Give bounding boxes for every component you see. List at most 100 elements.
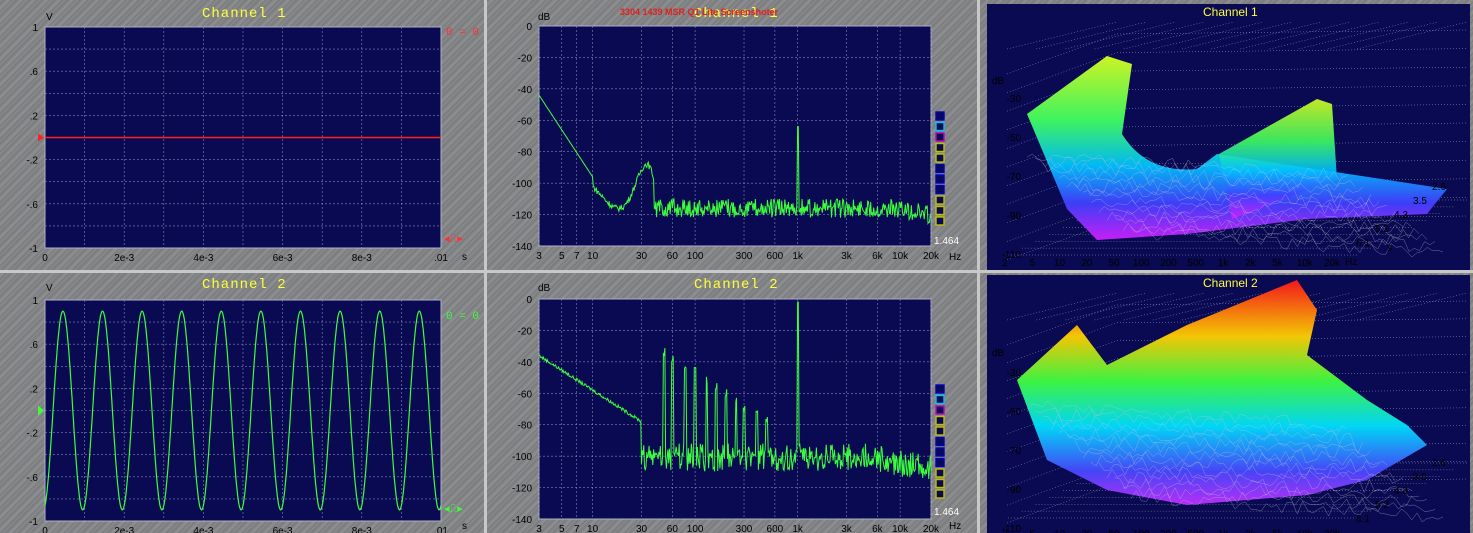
scope-plot[interactable]: 1 .6 .2 -.2 -.6 -1 0 2e-3 4e-3 6e-3 8e-3 .01 [0,0,484,270]
panel-title: Channel 1 [1203,5,1258,19]
t-unit: s [1387,243,1392,254]
trigger-control[interactable]: ◂⎍▸ [444,233,463,245]
grid-line [1006,21,1118,50]
t-tick-label: 2.6 [1432,182,1446,193]
x-tick-label: 5k [1272,258,1284,269]
y-tick-label: -20 [518,326,533,337]
waterfall-ridge [1114,477,1428,507]
legend-swatch [935,121,945,132]
waterfall-ridge [1050,167,1364,198]
x-tick-label: 5k [1272,529,1284,533]
x-tick-label: 0 [42,253,48,264]
oscilloscope-channel-2[interactable]: Channel 2 V 1 .6 .2 -.2 -.6 -1 0 2e-3 4e-3 6e-3 8e… [0,273,484,533]
y-tick-label: 1 [32,296,38,307]
spectrum-plot[interactable]: 0 -20 -40 -60 -80 -100 -120 -140 3 5 7 10 30 60 100 300… [487,0,977,270]
x-tick-label: 300 [736,524,753,533]
legend-swatch [935,436,945,447]
grid-line [1123,292,1234,321]
waterfall-ridge [1026,153,1340,180]
waterfall-ridge [1066,177,1380,210]
waterfall-ridge [1122,222,1436,252]
y-tick-label: -.6 [26,473,38,484]
x-tick-label: 2 [1002,258,1008,269]
x-tick-label: 2e-3 [114,526,134,533]
waterfall-ridge [1074,440,1388,472]
oscilloscope-channel-1[interactable]: Channel 1 V 1 .6 .2 -.2 -.6 -1 0 2e-3 4e-3 6e-3 8e… [0,0,484,270]
panel-title: Channel 2 [202,277,287,293]
trigger-control[interactable]: ◂⎍▸ [444,503,463,515]
readout-value: 1.464 [934,236,960,247]
x-tick-label: 3 [536,251,542,262]
x-tick-label: 500 [1187,529,1204,533]
spectrum-channel-2[interactable]: Channel 2 dB 0 -20 -40 -60 -80 -100 -120 -140 3 5… [487,273,977,533]
x-tick-label: 3k [841,524,853,533]
grid-line [1065,21,1176,50]
x-tick-label: 3 [536,524,542,533]
grid-line [1152,292,1263,321]
grid-line [1356,292,1468,321]
panel-title: Channel 2 [694,277,779,293]
grid-line [1116,478,1468,484]
waterfall-ridge [1034,156,1348,187]
legend-swatch [935,132,945,142]
grid-line [1006,482,1118,524]
x-tick-label: 8e-3 [352,253,372,264]
panel-title: Channel 1 [202,6,287,22]
legend-swatch [935,447,945,457]
spectrum-plot[interactable]: 0 -20 -40 -60 -80 -100 -120 -140 3 5 7 10 30 60 100 300… [487,273,977,533]
x-unit: Hz [949,252,962,263]
y-tick-label: -1 [29,517,38,528]
row-divider [0,270,1473,273]
y-tick-label: -140 [512,242,532,253]
grid-line [1116,407,1468,412]
grid-line [1006,292,1118,321]
waterfall-ridge [1122,484,1436,512]
legend-swatch [935,163,945,174]
x-tick-label: 10k [892,524,909,533]
grid-line [1123,21,1234,50]
grid-line [1116,104,1468,109]
waterfall-channel-1[interactable]: -30 -50 -70 -90 -110 2 5 10 20 50 100 200 500 1k 2k 5k 1… [987,4,1470,270]
t-tick-label: 4.3 [1394,486,1408,497]
x-tick-label: 20k [1324,258,1341,269]
legend-swatch [935,205,945,216]
x-tick-label: 4e-3 [193,253,213,264]
x-tick-label: 300 [736,251,753,262]
waterfall-ridge [1106,469,1420,499]
zero-marker[interactable]: 0 = 0 [446,27,480,39]
t-tick-label: 3.5 [1413,472,1427,483]
grid-line [1094,292,1205,321]
y-tick-label: -.2 [26,429,38,440]
zero-marker[interactable]: 0 = 0 [446,311,480,323]
t-tick-label: 2.6 [1432,458,1446,469]
spectrum-channel-1[interactable]: Channel 1 dB 0 -20 -40 -60 -80 -100 -120 -140 3 5… [487,0,977,270]
x-tick-label: .01 [434,253,448,264]
x-tick-label: 5 [559,524,565,533]
y-tick-label: -80 [518,421,533,432]
y-tick-label: -40 [518,85,533,96]
x-tick-label: 1k [792,524,804,533]
scope-plot[interactable]: 1 .6 .2 -.2 -.6 -1 0 2e-3 4e-3 6e-3 8e-3 .01 [0,273,484,533]
x-tick-label: 1k [1218,258,1230,269]
waterfall-ridge [1090,454,1404,484]
grid-line [1094,21,1205,50]
x-tick-label: 50 [1108,258,1120,269]
z-tick-label: -90 [1007,211,1022,222]
x-tick-label: 600 [767,251,784,262]
x-tick-label: 2k [1245,258,1257,269]
legend-swatch [935,457,945,468]
waterfall-ridge [1042,162,1356,191]
y-tick-label: -100 [512,179,532,190]
grid-line [1116,354,1468,359]
y-tick-label: -80 [518,148,533,159]
z-tick-label: -70 [1007,446,1022,457]
x-tick-label: .01 [434,526,448,533]
x-tick-label: 200 [1160,529,1177,533]
x-tick-label: 0 [42,526,48,533]
x-unit: Hz [949,521,962,532]
z-tick-label: -50 [1007,133,1022,144]
grid-line [1116,372,1468,377]
